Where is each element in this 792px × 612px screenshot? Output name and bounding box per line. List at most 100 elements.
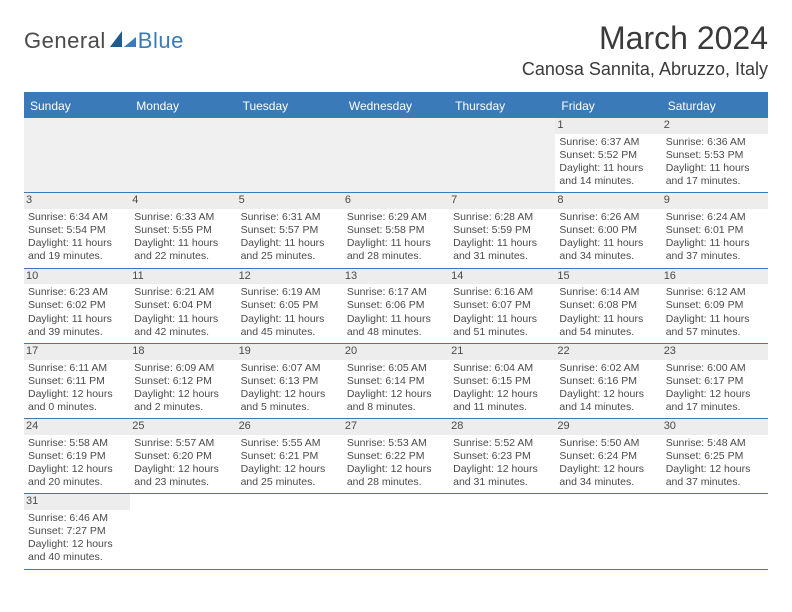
empty-cell bbox=[662, 494, 768, 568]
day-cell: 24Sunrise: 5:58 AMSunset: 6:19 PMDayligh… bbox=[24, 419, 130, 493]
sunrise-text: Sunrise: 6:12 AM bbox=[666, 286, 764, 299]
sunset-text: Sunset: 6:09 PM bbox=[666, 299, 764, 312]
daylight-text: and 45 minutes. bbox=[241, 326, 339, 339]
daylight-text: and 48 minutes. bbox=[347, 326, 445, 339]
sunrise-text: Sunrise: 6:28 AM bbox=[453, 211, 551, 224]
day-header-friday: Friday bbox=[555, 94, 661, 118]
date-number: 8 bbox=[555, 193, 661, 209]
empty-cell bbox=[130, 494, 236, 568]
date-number: 25 bbox=[130, 419, 236, 435]
daylight-text: Daylight: 12 hours bbox=[453, 463, 551, 476]
date-number: 1 bbox=[555, 118, 661, 134]
sunrise-text: Sunrise: 6:09 AM bbox=[134, 362, 232, 375]
day-header-wednesday: Wednesday bbox=[343, 94, 449, 118]
daylight-text: and 28 minutes. bbox=[347, 250, 445, 263]
sail-icon bbox=[108, 29, 138, 49]
date-number: 17 bbox=[24, 344, 130, 360]
daylight-text: Daylight: 12 hours bbox=[28, 463, 126, 476]
date-number: 4 bbox=[130, 193, 236, 209]
daylight-text: and 25 minutes. bbox=[241, 250, 339, 263]
sunset-text: Sunset: 6:12 PM bbox=[134, 375, 232, 388]
sunset-text: Sunset: 6:04 PM bbox=[134, 299, 232, 312]
sunrise-text: Sunrise: 5:50 AM bbox=[559, 437, 657, 450]
daylight-text: and 19 minutes. bbox=[28, 250, 126, 263]
date-number: 11 bbox=[130, 269, 236, 285]
daylight-text: Daylight: 11 hours bbox=[28, 313, 126, 326]
sunrise-text: Sunrise: 6:17 AM bbox=[347, 286, 445, 299]
week-row: 17Sunrise: 6:11 AMSunset: 6:11 PMDayligh… bbox=[24, 344, 768, 419]
daylight-text: Daylight: 12 hours bbox=[241, 388, 339, 401]
sunset-text: Sunset: 6:11 PM bbox=[28, 375, 126, 388]
sunrise-text: Sunrise: 6:07 AM bbox=[241, 362, 339, 375]
sunset-text: Sunset: 6:01 PM bbox=[666, 224, 764, 237]
daylight-text: and 14 minutes. bbox=[559, 175, 657, 188]
sunset-text: Sunset: 6:24 PM bbox=[559, 450, 657, 463]
day-cell: 22Sunrise: 6:02 AMSunset: 6:16 PMDayligh… bbox=[555, 344, 661, 418]
empty-cell bbox=[449, 118, 555, 192]
daylight-text: Daylight: 11 hours bbox=[453, 237, 551, 250]
empty-cell bbox=[555, 494, 661, 568]
sunset-text: Sunset: 6:21 PM bbox=[241, 450, 339, 463]
day-cell: 16Sunrise: 6:12 AMSunset: 6:09 PMDayligh… bbox=[662, 269, 768, 343]
sunrise-text: Sunrise: 5:52 AM bbox=[453, 437, 551, 450]
month-title: March 2024 bbox=[522, 20, 768, 57]
daylight-text: and 22 minutes. bbox=[134, 250, 232, 263]
sunrise-text: Sunrise: 6:21 AM bbox=[134, 286, 232, 299]
sunrise-text: Sunrise: 5:58 AM bbox=[28, 437, 126, 450]
daylight-text: Daylight: 12 hours bbox=[28, 388, 126, 401]
day-cell: 29Sunrise: 5:50 AMSunset: 6:24 PMDayligh… bbox=[555, 419, 661, 493]
day-cell: 23Sunrise: 6:00 AMSunset: 6:17 PMDayligh… bbox=[662, 344, 768, 418]
daylight-text: Daylight: 11 hours bbox=[559, 162, 657, 175]
daylight-text: Daylight: 11 hours bbox=[453, 313, 551, 326]
day-header-saturday: Saturday bbox=[662, 94, 768, 118]
daylight-text: Daylight: 11 hours bbox=[666, 237, 764, 250]
sunrise-text: Sunrise: 5:57 AM bbox=[134, 437, 232, 450]
weeks-container: 1Sunrise: 6:37 AMSunset: 5:52 PMDaylight… bbox=[24, 118, 768, 570]
day-cell: 3Sunrise: 6:34 AMSunset: 5:54 PMDaylight… bbox=[24, 193, 130, 267]
brand-part2: Blue bbox=[138, 28, 184, 54]
sunrise-text: Sunrise: 6:24 AM bbox=[666, 211, 764, 224]
day-cell: 11Sunrise: 6:21 AMSunset: 6:04 PMDayligh… bbox=[130, 269, 236, 343]
day-cell: 20Sunrise: 6:05 AMSunset: 6:14 PMDayligh… bbox=[343, 344, 449, 418]
day-cell: 28Sunrise: 5:52 AMSunset: 6:23 PMDayligh… bbox=[449, 419, 555, 493]
date-number: 27 bbox=[343, 419, 449, 435]
daylight-text: Daylight: 11 hours bbox=[28, 237, 126, 250]
date-number: 23 bbox=[662, 344, 768, 360]
date-number: 13 bbox=[343, 269, 449, 285]
daylight-text: Daylight: 11 hours bbox=[559, 313, 657, 326]
sunset-text: Sunset: 6:07 PM bbox=[453, 299, 551, 312]
sunrise-text: Sunrise: 6:02 AM bbox=[559, 362, 657, 375]
sunset-text: Sunset: 6:06 PM bbox=[347, 299, 445, 312]
daylight-text: and 5 minutes. bbox=[241, 401, 339, 414]
week-row: 1Sunrise: 6:37 AMSunset: 5:52 PMDaylight… bbox=[24, 118, 768, 193]
day-cell: 4Sunrise: 6:33 AMSunset: 5:55 PMDaylight… bbox=[130, 193, 236, 267]
brand-part1: General bbox=[24, 28, 106, 54]
day-cell: 21Sunrise: 6:04 AMSunset: 6:15 PMDayligh… bbox=[449, 344, 555, 418]
day-cell: 17Sunrise: 6:11 AMSunset: 6:11 PMDayligh… bbox=[24, 344, 130, 418]
sunset-text: Sunset: 6:19 PM bbox=[28, 450, 126, 463]
day-cell: 18Sunrise: 6:09 AMSunset: 6:12 PMDayligh… bbox=[130, 344, 236, 418]
daylight-text: Daylight: 11 hours bbox=[134, 313, 232, 326]
date-number: 20 bbox=[343, 344, 449, 360]
date-number: 6 bbox=[343, 193, 449, 209]
day-header-row: SundayMondayTuesdayWednesdayThursdayFrid… bbox=[24, 94, 768, 118]
daylight-text: Daylight: 11 hours bbox=[666, 313, 764, 326]
day-cell: 8Sunrise: 6:26 AMSunset: 6:00 PMDaylight… bbox=[555, 193, 661, 267]
sunset-text: Sunset: 6:15 PM bbox=[453, 375, 551, 388]
sunrise-text: Sunrise: 6:14 AM bbox=[559, 286, 657, 299]
date-number: 15 bbox=[555, 269, 661, 285]
daylight-text: and 54 minutes. bbox=[559, 326, 657, 339]
sunrise-text: Sunrise: 6:37 AM bbox=[559, 136, 657, 149]
daylight-text: Daylight: 11 hours bbox=[241, 313, 339, 326]
sunset-text: Sunset: 6:17 PM bbox=[666, 375, 764, 388]
sunrise-text: Sunrise: 6:34 AM bbox=[28, 211, 126, 224]
day-cell: 25Sunrise: 5:57 AMSunset: 6:20 PMDayligh… bbox=[130, 419, 236, 493]
day-cell: 6Sunrise: 6:29 AMSunset: 5:58 PMDaylight… bbox=[343, 193, 449, 267]
date-number: 30 bbox=[662, 419, 768, 435]
brand-logo: General Blue bbox=[24, 28, 184, 54]
daylight-text: Daylight: 12 hours bbox=[241, 463, 339, 476]
sunset-text: Sunset: 5:54 PM bbox=[28, 224, 126, 237]
sunset-text: Sunset: 6:16 PM bbox=[559, 375, 657, 388]
date-number: 7 bbox=[449, 193, 555, 209]
sunrise-text: Sunrise: 6:36 AM bbox=[666, 136, 764, 149]
